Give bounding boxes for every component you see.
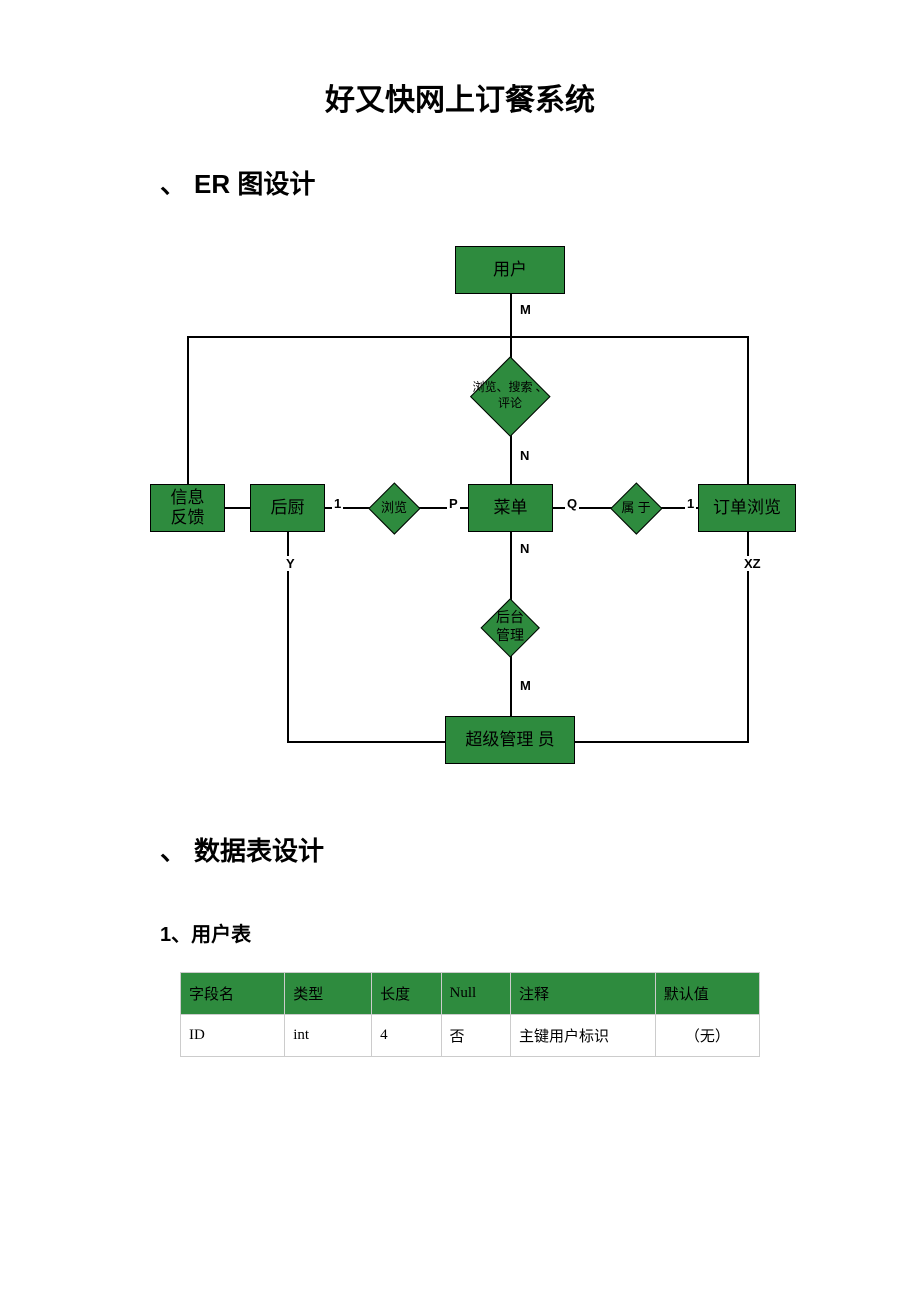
table-cell: （无） xyxy=(655,1015,759,1057)
table-cell: 主键用户标识 xyxy=(511,1015,656,1057)
node-belong: 属 于 xyxy=(610,482,662,534)
node-menu: 菜单 xyxy=(468,484,553,532)
node-kitchen: 后厨 xyxy=(250,484,325,532)
section1-prefix: 、 xyxy=(160,169,186,199)
page-title: 好又快网上订餐系统 xyxy=(0,0,920,119)
edge-label-one1: 1 xyxy=(332,496,343,511)
edge-label-n2: N xyxy=(518,541,531,556)
section2-label: 数据表设计 xyxy=(194,836,324,866)
table-cell: 否 xyxy=(441,1015,510,1057)
edge-label-q: Q xyxy=(565,496,579,511)
table-header-cell: 类型 xyxy=(285,973,372,1015)
er-diagram: 用户浏览、搜索 、评论信息反馈后厨浏览菜单 属 于订单浏览后台管理超级管理 员 M N… xyxy=(110,236,810,786)
table-header-cell: 注释 xyxy=(511,973,656,1015)
user-table-wrap: 字段名类型长度Null注释默认值IDint4否主键用户标识（无） xyxy=(180,972,760,1057)
subsection-heading: 1、用户表 xyxy=(0,918,920,947)
section1-heading: 、 ER 图设计 xyxy=(0,164,920,201)
node-feedback: 信息反馈 xyxy=(150,484,225,532)
table-header-cell: 字段名 xyxy=(181,973,285,1015)
node-backend: 后台管理 xyxy=(480,598,540,658)
table-header-cell: Null xyxy=(441,973,510,1015)
edge-label-y: Y xyxy=(284,556,297,571)
section1-label: ER 图设计 xyxy=(194,169,315,199)
section2-prefix: 、 xyxy=(160,836,186,866)
edge-label-p: P xyxy=(447,496,460,511)
edge-label-xz: XZ xyxy=(742,556,763,571)
node-browse: 浏览 xyxy=(368,482,420,534)
edge-label-m2: M xyxy=(518,678,533,693)
user-table: 字段名类型长度Null注释默认值IDint4否主键用户标识（无） xyxy=(180,972,760,1057)
table-cell: int xyxy=(285,1015,372,1057)
table-header-cell: 默认值 xyxy=(655,973,759,1015)
table-cell: 4 xyxy=(372,1015,441,1057)
table-header-cell: 长度 xyxy=(372,973,441,1015)
table-row: IDint4否主键用户标识（无） xyxy=(181,1015,760,1057)
edge-label-one2: 1 xyxy=(685,496,696,511)
node-order_browse: 订单浏览 xyxy=(698,484,796,532)
edge-label-m1: M xyxy=(518,302,533,317)
node-user: 用户 xyxy=(455,246,565,294)
node-browse_search: 浏览、搜索 、评论 xyxy=(470,356,550,436)
table-cell: ID xyxy=(181,1015,285,1057)
node-admin: 超级管理 员 xyxy=(445,716,575,764)
section2-heading: 、数据表设计 xyxy=(0,831,920,868)
edge-label-n1: N xyxy=(518,448,531,463)
